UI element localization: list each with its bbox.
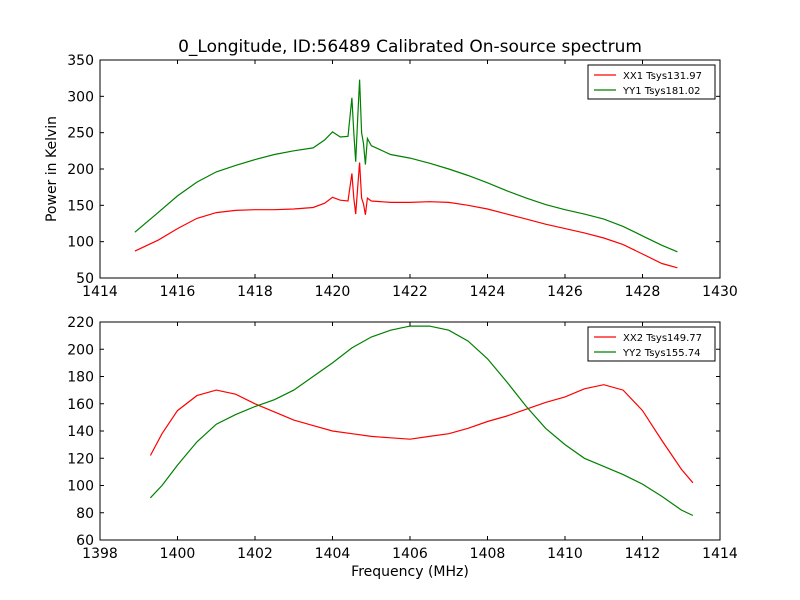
x-tick-label: 1404 — [315, 546, 351, 562]
x-axis-label: Frequency (MHz) — [351, 564, 469, 580]
y-tick-label: 160 — [67, 397, 94, 413]
x-tick-label: 1412 — [625, 546, 661, 562]
x-tick-label: 1400 — [160, 546, 196, 562]
x-tick-label: 1414 — [702, 546, 738, 562]
x-tick-label: 1430 — [702, 284, 738, 300]
x-tick-label: 1402 — [237, 546, 273, 562]
legend-entry-label: YY2 Tsys155.74 — [622, 348, 701, 359]
series-line-xx — [134, 162, 678, 269]
x-tick-label: 1424 — [470, 284, 506, 300]
y-tick-label: 350 — [67, 53, 94, 69]
x-tick-label: 1420 — [315, 284, 351, 300]
y-tick-label: 200 — [67, 342, 94, 358]
y-tick-label: 150 — [67, 198, 94, 214]
y-tick-label: 100 — [67, 235, 94, 251]
legend-entry-label: YY1 Tsys181.02 — [622, 86, 701, 97]
x-tick-label: 1418 — [237, 284, 273, 300]
y-tick-label: 80 — [76, 506, 94, 522]
y-tick-label: 140 — [67, 424, 94, 440]
y-axis-label: Power in Kelvin — [44, 116, 60, 222]
x-tick-label: 1406 — [392, 546, 428, 562]
x-tick-label: 1414 — [82, 284, 118, 300]
y-tick-label: 60 — [76, 533, 94, 549]
legend-box — [587, 64, 716, 100]
y-tick-label: 50 — [76, 271, 94, 287]
series-line-yy — [149, 325, 694, 517]
y-tick-label: 120 — [67, 451, 94, 467]
series-line-yy — [134, 79, 678, 253]
top-chart: 1414 1416 1418 1420 1422 1424 1426 1428 1430 50 10… — [44, 53, 738, 300]
legend-entry-label: XX1 Tsys131.97 — [623, 71, 702, 82]
legend: XX1 Tsys131.97 YY1 Tsys181.02 — [587, 64, 716, 100]
y-tick-label: 100 — [67, 479, 94, 495]
y-tick-label: 220 — [67, 315, 94, 331]
x-tick-label: 1410 — [547, 546, 583, 562]
x-tick-label: 1426 — [547, 284, 583, 300]
y-tick-label: 180 — [67, 370, 94, 386]
x-tick-label: 1416 — [160, 284, 196, 300]
y-tick-label: 200 — [67, 162, 94, 178]
figure-title: 0_Longitude, ID:56489 Calibrated On-sour… — [178, 37, 642, 57]
legend-entry-label: XX2 Tsys149.77 — [623, 333, 702, 344]
legend-box — [587, 326, 716, 362]
y-tick-label: 250 — [67, 126, 94, 142]
x-tick-label: 1398 — [82, 546, 118, 562]
x-tick-label: 1408 — [470, 546, 506, 562]
series-line-xx — [149, 384, 694, 484]
x-tick-label: 1422 — [392, 284, 428, 300]
bottom-chart: 1398 1400 1402 1404 1406 1408 1410 1412 1414 60 80… — [67, 315, 738, 580]
x-tick-label: 1428 — [625, 284, 661, 300]
y-tick-label: 300 — [67, 89, 94, 105]
legend: XX2 Tsys149.77 YY2 Tsys155.74 — [587, 326, 716, 362]
